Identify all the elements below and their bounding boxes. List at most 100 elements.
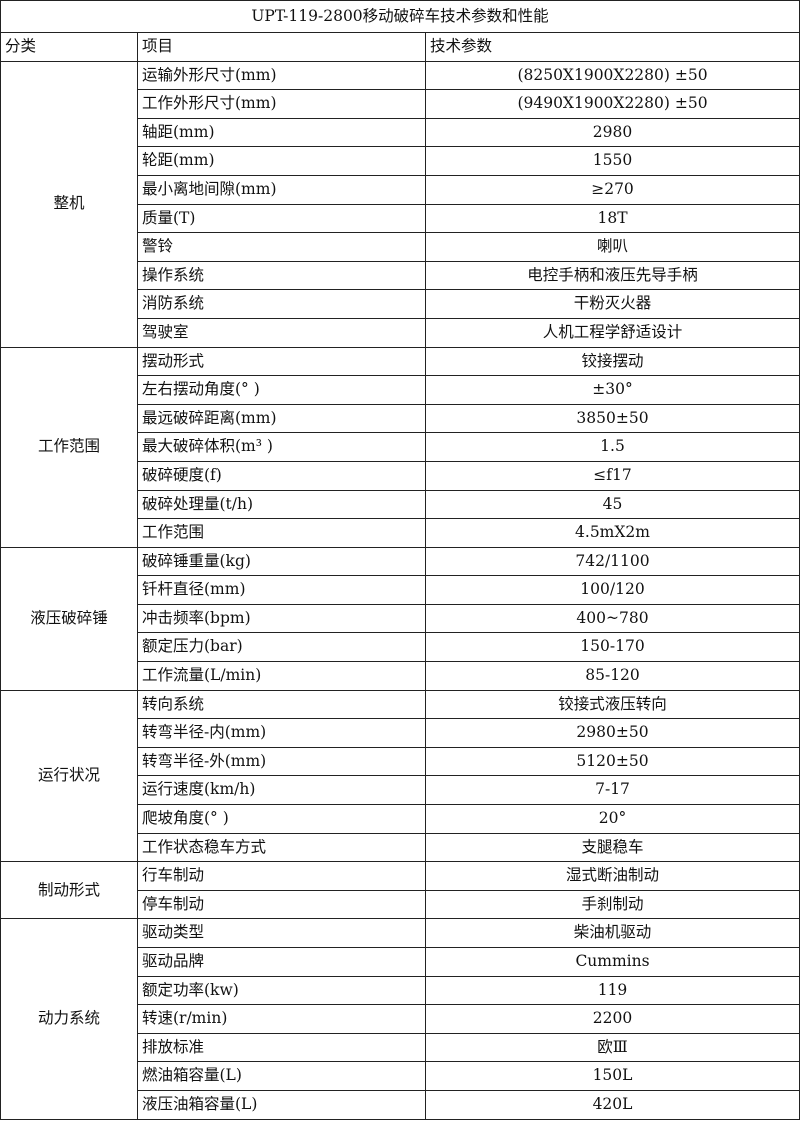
category-cell: 运行状况 [0, 689, 138, 863]
item-cell: 工作状态稳车方式 [137, 832, 426, 863]
value-cell: 手刹制动 [424, 889, 800, 920]
item-cell: 破碎锤重量(kg) [137, 546, 426, 577]
value-cell: 150L [424, 1061, 800, 1091]
category-cell: 整机 [0, 60, 138, 348]
table-row: 驱动品牌 Cummins [1, 947, 800, 977]
value-cell: 2980±50 [424, 718, 800, 748]
header-value: 技术参数 [424, 32, 800, 62]
item-cell: 运输外形尺寸(mm) [137, 60, 426, 91]
value-cell: 柴油机驱动 [424, 918, 800, 948]
value-cell: 150-170 [424, 632, 800, 663]
table-row: 工作外形尺寸(mm) (9490X1900X2280) ±50 [1, 89, 800, 119]
item-cell: 工作外形尺寸(mm) [137, 89, 426, 119]
value-cell: ≤f17 [424, 460, 800, 491]
title-row: UPT-119-2800移动破碎车技术参数和性能 [0, 0, 800, 33]
table-row: 最小离地间隙(mm) ≥270 [1, 174, 800, 205]
table-row: 左右摆动角度(° ) ±30° [1, 375, 800, 405]
value-cell: Cummins [424, 947, 800, 977]
value-cell: 45 [424, 489, 800, 520]
item-cell: 驱动类型 [137, 918, 426, 948]
value-cell: 干粉灭火器 [424, 289, 800, 319]
value-cell: 喇叭 [424, 232, 800, 262]
value-cell: 20° [424, 804, 800, 834]
value-cell: 7-17 [424, 775, 800, 806]
table-row: 工作状态稳车方式 支腿稳车 [1, 832, 800, 863]
value-cell: 人机工程学舒适设计 [424, 317, 800, 348]
value-cell: 3850±50 [424, 403, 800, 434]
table-row: 液压油箱容量(L) 420L [1, 1089, 800, 1120]
value-cell: 1.5 [424, 432, 800, 462]
table-row: 钎杆直径(mm) 100/120 [1, 575, 800, 605]
table-row: 转速(r/min) 2200 [1, 1004, 800, 1034]
item-cell: 转弯半径-内(mm) [137, 718, 426, 748]
item-cell: 轮距(mm) [137, 146, 426, 176]
table-row: 消防系统 干粉灭火器 [1, 289, 800, 319]
item-cell: 转速(r/min) [137, 1004, 426, 1034]
item-cell: 消防系统 [137, 289, 426, 319]
value-cell: ±30° [424, 375, 800, 405]
value-cell: 欧Ⅲ [424, 1032, 800, 1063]
value-cell: 湿式断油制动 [424, 861, 800, 891]
item-cell: 行车制动 [137, 861, 426, 891]
item-cell: 钎杆直径(mm) [137, 575, 426, 605]
category-cell: 工作范围 [0, 346, 138, 548]
value-cell: 支腿稳车 [424, 832, 800, 863]
value-cell: 4.5mX2m [424, 518, 800, 548]
item-cell: 驾驶室 [137, 317, 426, 348]
value-cell: 铰接式液压转向 [424, 689, 800, 720]
item-cell: 工作流量(L/min) [137, 661, 426, 691]
table-row: 轮距(mm) 1550 [1, 146, 800, 176]
item-cell: 排放标准 [137, 1032, 426, 1063]
item-cell: 轴距(mm) [137, 117, 426, 148]
item-cell: 警铃 [137, 232, 426, 262]
value-cell: 400~780 [424, 603, 800, 634]
table-row: 工作范围 4.5mX2m [1, 518, 800, 548]
value-cell: 100/120 [424, 575, 800, 605]
value-cell: 铰接摆动 [424, 346, 800, 377]
item-cell: 爬坡角度(° ) [137, 804, 426, 834]
value-cell: 电控手柄和液压先导手柄 [424, 260, 800, 291]
item-cell: 最小离地间隙(mm) [137, 174, 426, 205]
item-cell: 额定压力(bar) [137, 632, 426, 663]
table-row: 操作系统 电控手柄和液压先导手柄 [1, 260, 800, 291]
item-cell: 操作系统 [137, 260, 426, 291]
table-row: 液压破碎锤 破碎锤重量(kg) 742/1100 [0, 546, 800, 691]
value-cell: 18T [424, 203, 800, 234]
item-cell: 燃油箱容量(L) [137, 1061, 426, 1091]
category-cell: 制动形式 [0, 861, 138, 920]
value-cell: 2200 [424, 1004, 800, 1034]
table-row: 爬坡角度(° ) 20° [1, 804, 800, 834]
table-row: 破碎处理量(t/h) 45 [1, 489, 800, 520]
item-cell: 最大破碎体积(m³ ) [137, 432, 426, 462]
table-row: 最大破碎体积(m³ ) 1.5 [1, 432, 800, 462]
item-cell: 质量(T) [137, 203, 426, 234]
table-row: 动力系统 驱动类型 柴油机驱动 [0, 918, 800, 1120]
item-cell: 摆动形式 [137, 346, 426, 377]
item-cell: 左右摆动角度(° ) [137, 375, 426, 405]
category-cell: 液压破碎锤 [0, 546, 138, 691]
value-cell: (9490X1900X2280) ±50 [424, 89, 800, 119]
item-cell: 液压油箱容量(L) [137, 1089, 426, 1120]
category-cell: 动力系统 [0, 918, 138, 1120]
item-cell: 破碎处理量(t/h) [137, 489, 426, 520]
item-cell: 停车制动 [137, 889, 426, 920]
value-cell: (8250X1900X2280) ±50 [424, 60, 800, 91]
item-cell: 驱动品牌 [137, 947, 426, 977]
table-row: 警铃 喇叭 [1, 232, 800, 262]
table-row: 运行速度(km/h) 7-17 [1, 775, 800, 806]
item-cell: 工作范围 [137, 518, 426, 548]
item-cell: 破碎硬度(f) [137, 460, 426, 491]
table-row: 转弯半径-内(mm) 2980±50 [1, 718, 800, 748]
item-cell: 额定功率(kw) [137, 975, 426, 1006]
value-cell: 85-120 [424, 661, 800, 691]
header-row: 分类 项目 技术参数 [0, 32, 800, 62]
table-row: 整机 运输外形尺寸(mm) (8250X1900X2280) ±50 [0, 60, 800, 348]
table-row: 冲击频率(bpm) 400~780 [1, 603, 800, 634]
value-cell: 5120±50 [424, 746, 800, 777]
header-category: 分类 [0, 32, 138, 62]
table-row: 轴距(mm) 2980 [1, 117, 800, 148]
item-cell: 转向系统 [137, 689, 426, 720]
table-title: UPT-119-2800移动破碎车技术参数和性能 [0, 0, 800, 33]
